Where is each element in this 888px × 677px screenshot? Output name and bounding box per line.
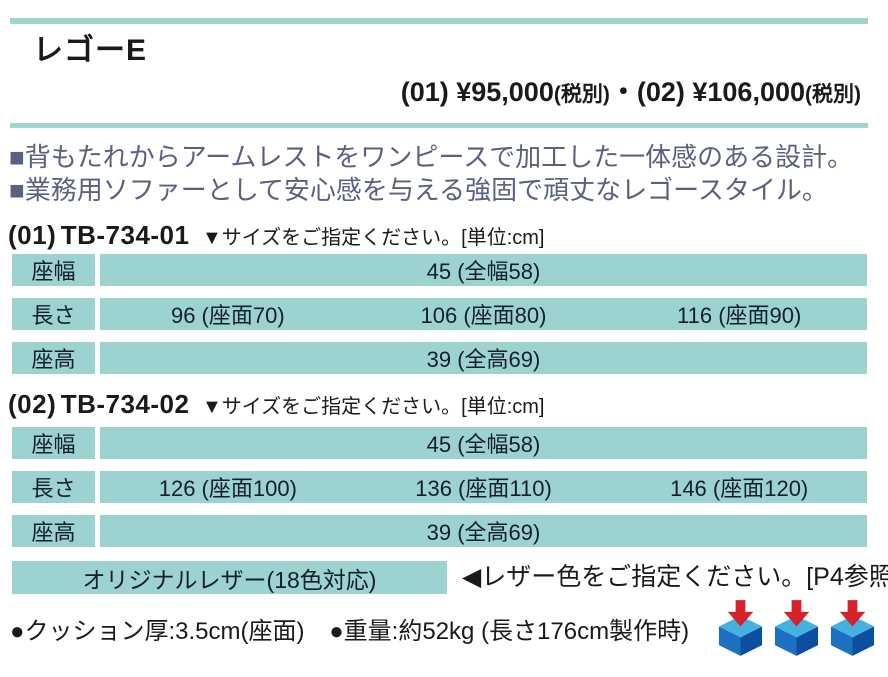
row-label: 座幅 xyxy=(12,254,100,286)
price-tax-02: (税別) xyxy=(805,83,861,106)
price-code-02: (02) xyxy=(636,77,685,107)
leather-option-row: オリジナルレザー(18色対応) ◀レザー色をご指定ください。[P4参照] xyxy=(12,561,888,594)
row-label: 座高 xyxy=(12,515,100,547)
weight-box-icon xyxy=(718,600,763,656)
spec-text: ●クッション厚:3.5cm(座面) ●重量:約52kg (長さ176cm製作時) xyxy=(10,616,689,648)
cell-value: 126 (座面100) xyxy=(158,476,297,501)
row-values: 126 (座面100) 136 (座面110) 146 (座面120) xyxy=(100,471,867,503)
size-table-02: 座幅 45 (全幅58) 長さ 126 (座面100) 136 (座面110) … xyxy=(12,427,867,547)
row-values: 45 (全幅58) xyxy=(100,254,867,286)
row-values: 96 (座面70) 106 (座面80) 116 (座面90) xyxy=(100,298,867,330)
price-amount-02: ¥106,000 xyxy=(692,77,805,107)
feature-line-2: ■業務用ソファーとして安心感を与える強固で頑丈なレゴースタイル。 xyxy=(9,175,828,205)
table-row: 長さ 126 (座面100) 136 (座面110) 146 (座面120) xyxy=(12,471,867,503)
size-note: ▼サイズをご指定ください。[単位:cm] xyxy=(201,227,545,249)
leather-badge: オリジナルレザー(18色対応) xyxy=(12,561,447,594)
cell-value: 45 (全幅58) xyxy=(426,259,541,284)
cell-value: 116 (座面90) xyxy=(677,303,802,328)
row-values: 39 (全高69) xyxy=(100,342,867,374)
price-code-01: (01) xyxy=(400,77,449,107)
feature-line-1: ■背もたれからアームレストをワンピースで加工した一体感のある設計。 xyxy=(9,142,854,172)
price-amount-01: ¥95,000 xyxy=(456,77,554,107)
row-values: 39 (全高69) xyxy=(100,515,867,547)
cell-value: 146 (座面120) xyxy=(670,476,809,501)
price-tax-01: (税別) xyxy=(553,83,610,106)
price-line: (01) ¥95,000(税別)・(02) ¥106,000(税別) xyxy=(0,76,888,111)
cell-value: 45 (全幅58) xyxy=(426,432,541,457)
price-separator: ・ xyxy=(609,77,637,107)
catalog-page: レゴーE (01) ¥95,000(税別)・(02) ¥106,000(税別) … xyxy=(0,18,888,677)
model-number: TB-734-02 xyxy=(60,389,190,419)
cell-value: 96 (座面70) xyxy=(170,303,285,328)
cushion-spec: ●クッション厚:3.5cm(座面) xyxy=(10,617,305,645)
table-row: 座幅 45 (全幅58) xyxy=(12,427,867,459)
row-label: 座高 xyxy=(12,342,100,374)
table-row: 座幅 45 (全幅58) xyxy=(12,254,867,286)
section-number: (01) xyxy=(8,220,57,250)
row-values: 45 (全幅58) xyxy=(100,427,867,459)
feature-list: ■背もたれからアームレストをワンピースで加工した一体感のある設計。 ■業務用ソフ… xyxy=(9,141,888,207)
section-heading-02: (02) TB-734-02 ▼サイズをご指定ください。[単位:cm] xyxy=(8,389,888,419)
cell-value: 39 (全高69) xyxy=(426,520,541,545)
table-row: 座高 39 (全高69) xyxy=(12,342,867,374)
row-label: 座幅 xyxy=(12,427,100,459)
divider-mid xyxy=(10,123,868,128)
size-note: ▼サイズをご指定ください。[単位:cm] xyxy=(201,396,545,418)
table-row: 長さ 96 (座面70) 106 (座面80) 116 (座面90) xyxy=(12,298,867,330)
table-row: 座高 39 (全高69) xyxy=(12,515,867,547)
weight-box-icon xyxy=(774,600,819,656)
weight-spec: ●重量:約52kg (長さ176cm製作時) xyxy=(329,617,690,645)
bottom-specs-row: ●クッション厚:3.5cm(座面) ●重量:約52kg (長さ176cm製作時) xyxy=(10,600,876,657)
divider-top xyxy=(10,18,868,24)
model-number: TB-734-01 xyxy=(60,220,190,250)
leather-note: ◀レザー色をご指定ください。[P4参照] xyxy=(462,563,888,591)
cell-value: 136 (座面110) xyxy=(415,476,552,501)
cell-value: 39 (全高69) xyxy=(426,347,541,372)
weight-box-icons xyxy=(717,600,876,657)
size-table-01: 座幅 45 (全幅58) 長さ 96 (座面70) 106 (座面80) 116… xyxy=(12,254,867,374)
product-title: レゴーE xyxy=(33,34,148,67)
section-number: (02) xyxy=(8,389,57,419)
row-label: 長さ xyxy=(12,298,100,330)
row-label: 長さ xyxy=(12,471,100,503)
weight-box-icon xyxy=(830,600,875,656)
section-heading-01: (01) TB-734-01 ▼サイズをご指定ください。[単位:cm] xyxy=(8,220,888,250)
cell-value: 106 (座面80) xyxy=(420,303,547,328)
